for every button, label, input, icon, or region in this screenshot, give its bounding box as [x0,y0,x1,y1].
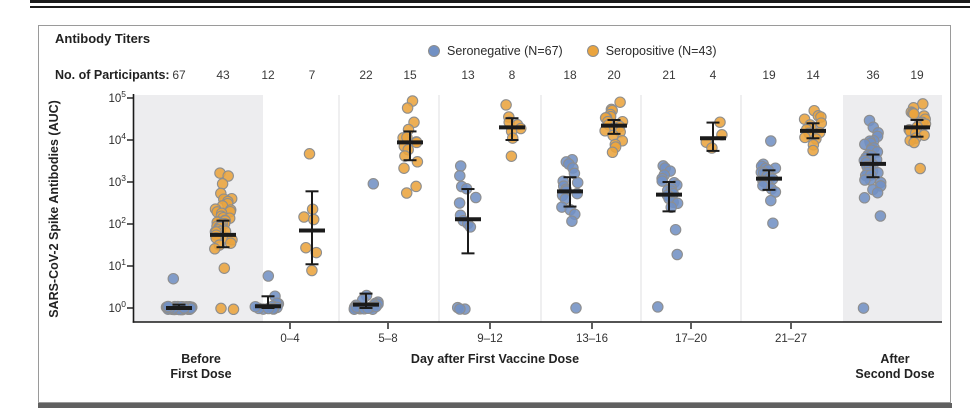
data-point-seropositive [401,102,414,114]
participant-count: 15 [403,68,417,82]
data-point-seronegative [464,221,477,233]
data-point-seropositive [209,243,221,255]
participant-count: 21 [662,68,676,82]
data-point-seropositive [218,262,231,274]
participant-count: 12 [261,68,275,82]
group-axis-label: First Dose [170,367,231,381]
x-tick-label: 13–16 [576,333,608,345]
data-point-seropositive [307,213,320,226]
data-point-seropositive [224,237,237,249]
y-tick-label: 104 [108,131,126,147]
data-point-seropositive [298,211,310,223]
y-tick-label: 103 [108,173,126,189]
data-point-seronegative [262,270,275,282]
participant-count: 8 [508,68,516,82]
legend-item-seronegative: Seronegative (N=67) [428,44,563,58]
legend-label-seronegative: Seronegative (N=67) [447,44,563,58]
group-axis-label: Second Dose [855,367,934,381]
data-point-seronegative [669,223,682,236]
seronegative-dot-icon [428,45,440,57]
data-point-seropositive [227,303,240,316]
data-point-seropositive [500,99,512,111]
data-point-seronegative [453,197,466,209]
data-point-seropositive [400,187,413,199]
data-point-seropositive [222,170,234,182]
top-double-rule [30,0,970,8]
data-point-seropositive [914,162,926,175]
bottom-thick-rule [38,403,952,408]
data-point-seropositive [300,241,312,254]
participant-count: 19 [762,68,776,82]
data-point-seronegative [571,176,584,189]
participant-count: 43 [216,68,230,82]
x-tick-label: 0–4 [280,333,300,345]
data-point-seronegative [652,301,664,313]
participants-row-label: No. of Participants: [55,68,170,82]
data-point-seropositive [410,180,422,193]
group-axis-label: After [880,352,909,366]
participant-count: 19 [910,68,924,82]
figure-title: Antibody Titers [55,31,151,46]
x-tick-label: 17–20 [675,333,707,345]
participant-count: 18 [563,68,577,82]
data-point-seronegative [874,210,887,222]
y-tick-label: 105 [108,89,126,105]
data-point-seronegative [454,303,466,315]
data-point-seronegative [765,194,777,207]
legend: Seronegative (N=67) Seropositive (N=43) [428,44,717,58]
group-axis-label: Before [181,352,221,366]
x-tick-label: 5–8 [378,333,397,345]
data-point-seronegative [767,217,779,229]
seropositive-dot-icon [586,45,599,57]
data-point-seropositive [908,136,920,149]
participant-count: 67 [172,68,186,82]
participant-count: 14 [806,68,820,82]
data-point-seropositive [614,96,626,108]
data-point-seronegative [454,170,466,182]
y-tick-label: 100 [108,299,126,315]
data-point-seronegative [871,186,884,199]
data-point-seropositive [807,144,819,157]
data-point-seronegative [367,178,380,190]
data-point-seropositive [398,162,410,174]
data-point-seronegative [167,272,180,285]
participant-count: 13 [461,68,475,82]
y-axis-title: SARS-CoV-2 Spike Antibodies (AUC) [47,100,61,318]
data-point-seropositive [411,156,424,168]
data-point-seronegative [765,135,777,147]
y-tick-label: 101 [108,257,126,273]
data-point-seropositive [505,150,518,162]
data-point-seronegative [470,191,482,204]
shaded-region-before-first-dose [134,95,263,322]
group-axis-label: Day after First Vaccine Dose [411,352,579,366]
data-point-seropositive [215,302,227,315]
data-point-seronegative [566,215,578,227]
x-tick-label: 9–12 [477,333,503,345]
data-point-seronegative [671,248,683,261]
participant-count: 20 [607,68,621,82]
data-point-seronegative [454,160,467,172]
data-point-seronegative [570,302,582,314]
data-point-seronegative [857,302,870,314]
data-point-seronegative [858,192,871,204]
participant-count: 22 [359,68,373,82]
data-point-seropositive [303,148,316,160]
data-point-seropositive [216,178,229,190]
data-point-seropositive [908,108,920,120]
x-tick-label: 21–27 [775,333,807,345]
participant-count: 36 [866,68,880,82]
participant-count: 7 [308,68,316,82]
participant-count: 4 [709,68,717,82]
data-point-seropositive [306,264,318,277]
y-tick-label: 102 [108,215,126,231]
data-point-seropositive [606,146,619,159]
legend-label-seropositive: Seropositive (N=43) [605,44,717,58]
legend-item-seropositive: Seropositive (N=43) [586,44,717,58]
